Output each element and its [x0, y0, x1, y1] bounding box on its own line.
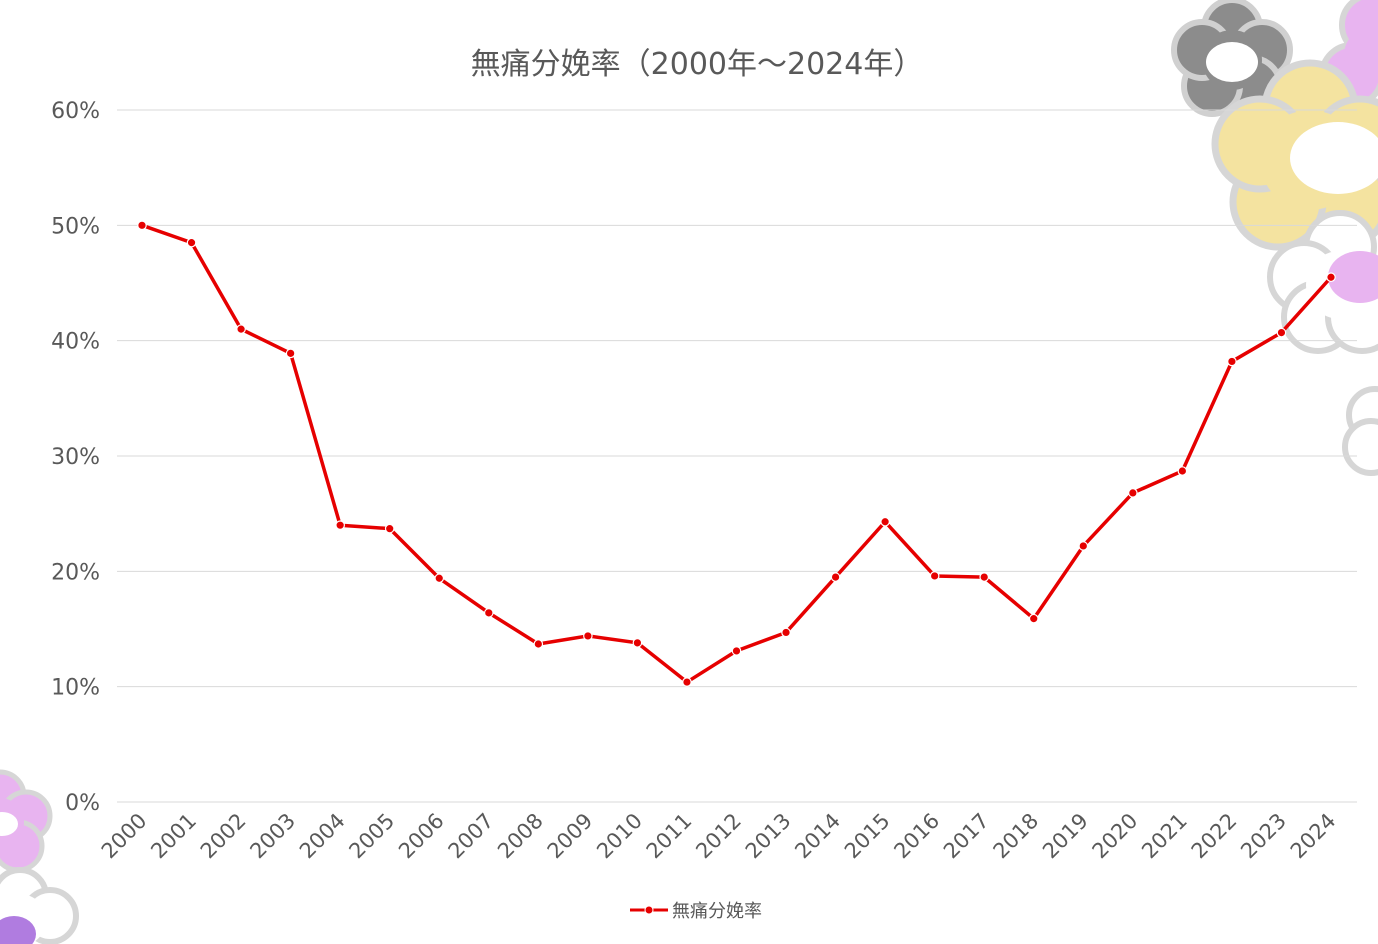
y-tick-label: 50% — [51, 214, 100, 239]
data-point — [1227, 356, 1237, 367]
x-tick-label: 2017 — [939, 809, 994, 864]
x-tick-label: 2000 — [97, 809, 152, 864]
x-tick-label: 2012 — [691, 809, 746, 864]
x-tick-label: 2021 — [1137, 809, 1192, 864]
data-point — [1276, 327, 1287, 338]
data-point — [434, 573, 445, 584]
x-tick-label: 2002 — [196, 809, 251, 864]
legend-label: 無痛分娩率 — [672, 901, 762, 922]
x-tick-label: 2009 — [543, 809, 598, 864]
x-axis: 2000200120022003200420052006200720082009… — [97, 809, 1341, 864]
data-point — [533, 639, 544, 649]
data-point — [632, 638, 643, 648]
data-point — [285, 348, 296, 359]
data-point — [335, 520, 345, 530]
y-tick-label: 10% — [51, 676, 100, 701]
series-plot — [137, 220, 1336, 687]
x-tick-label: 2023 — [1236, 809, 1291, 864]
x-tick-label: 2001 — [146, 809, 201, 864]
data-point — [583, 631, 593, 641]
x-tick-label: 2003 — [245, 809, 300, 864]
data-point — [1128, 488, 1138, 498]
data-point — [1326, 272, 1336, 283]
gridlines — [117, 109, 1357, 803]
x-tick-label: 2022 — [1187, 809, 1242, 864]
x-tick-label: 2004 — [295, 809, 350, 864]
data-point — [483, 608, 494, 618]
series-line — [141, 223, 1333, 684]
data-point — [880, 516, 890, 527]
y-tick-label: 40% — [51, 330, 100, 355]
x-tick-label: 2010 — [592, 809, 647, 864]
data-point — [186, 237, 197, 248]
chart-title: 無痛分娩率（2000年～2024年） — [471, 47, 924, 82]
x-tick-label: 2019 — [1038, 809, 1093, 864]
data-point — [1028, 613, 1039, 624]
data-point — [830, 572, 841, 582]
data-point — [236, 324, 246, 334]
data-point — [1177, 466, 1188, 476]
y-tick-label: 0% — [65, 791, 100, 816]
x-tick-label: 2006 — [394, 809, 449, 864]
data-point — [384, 523, 395, 534]
x-tick-label: 2013 — [741, 809, 796, 864]
y-tick-label: 20% — [51, 560, 100, 585]
y-tick-label: 60% — [51, 99, 100, 124]
x-tick-label: 2024 — [1286, 809, 1341, 864]
legend: 無痛分娩率 — [630, 901, 762, 922]
data-point — [979, 572, 990, 582]
x-tick-label: 2015 — [840, 809, 895, 864]
x-tick-label: 2005 — [344, 809, 399, 864]
data-point — [929, 571, 940, 581]
legend-marker — [644, 905, 654, 915]
x-tick-label: 2008 — [493, 809, 548, 864]
x-tick-label: 2007 — [444, 809, 499, 864]
x-tick-label: 2020 — [1088, 809, 1143, 864]
data-point — [137, 220, 147, 231]
x-tick-label: 2014 — [790, 809, 845, 864]
x-tick-label: 2018 — [989, 809, 1044, 864]
x-tick-label: 2016 — [889, 809, 944, 864]
data-point — [731, 646, 742, 656]
data-point — [781, 627, 791, 638]
y-axis: 0% 10% 20% 30% 40% 50% 60% — [51, 99, 100, 816]
data-point — [1078, 541, 1089, 551]
data-point — [682, 677, 692, 687]
x-tick-label: 2011 — [642, 809, 697, 864]
y-tick-label: 30% — [51, 445, 100, 470]
